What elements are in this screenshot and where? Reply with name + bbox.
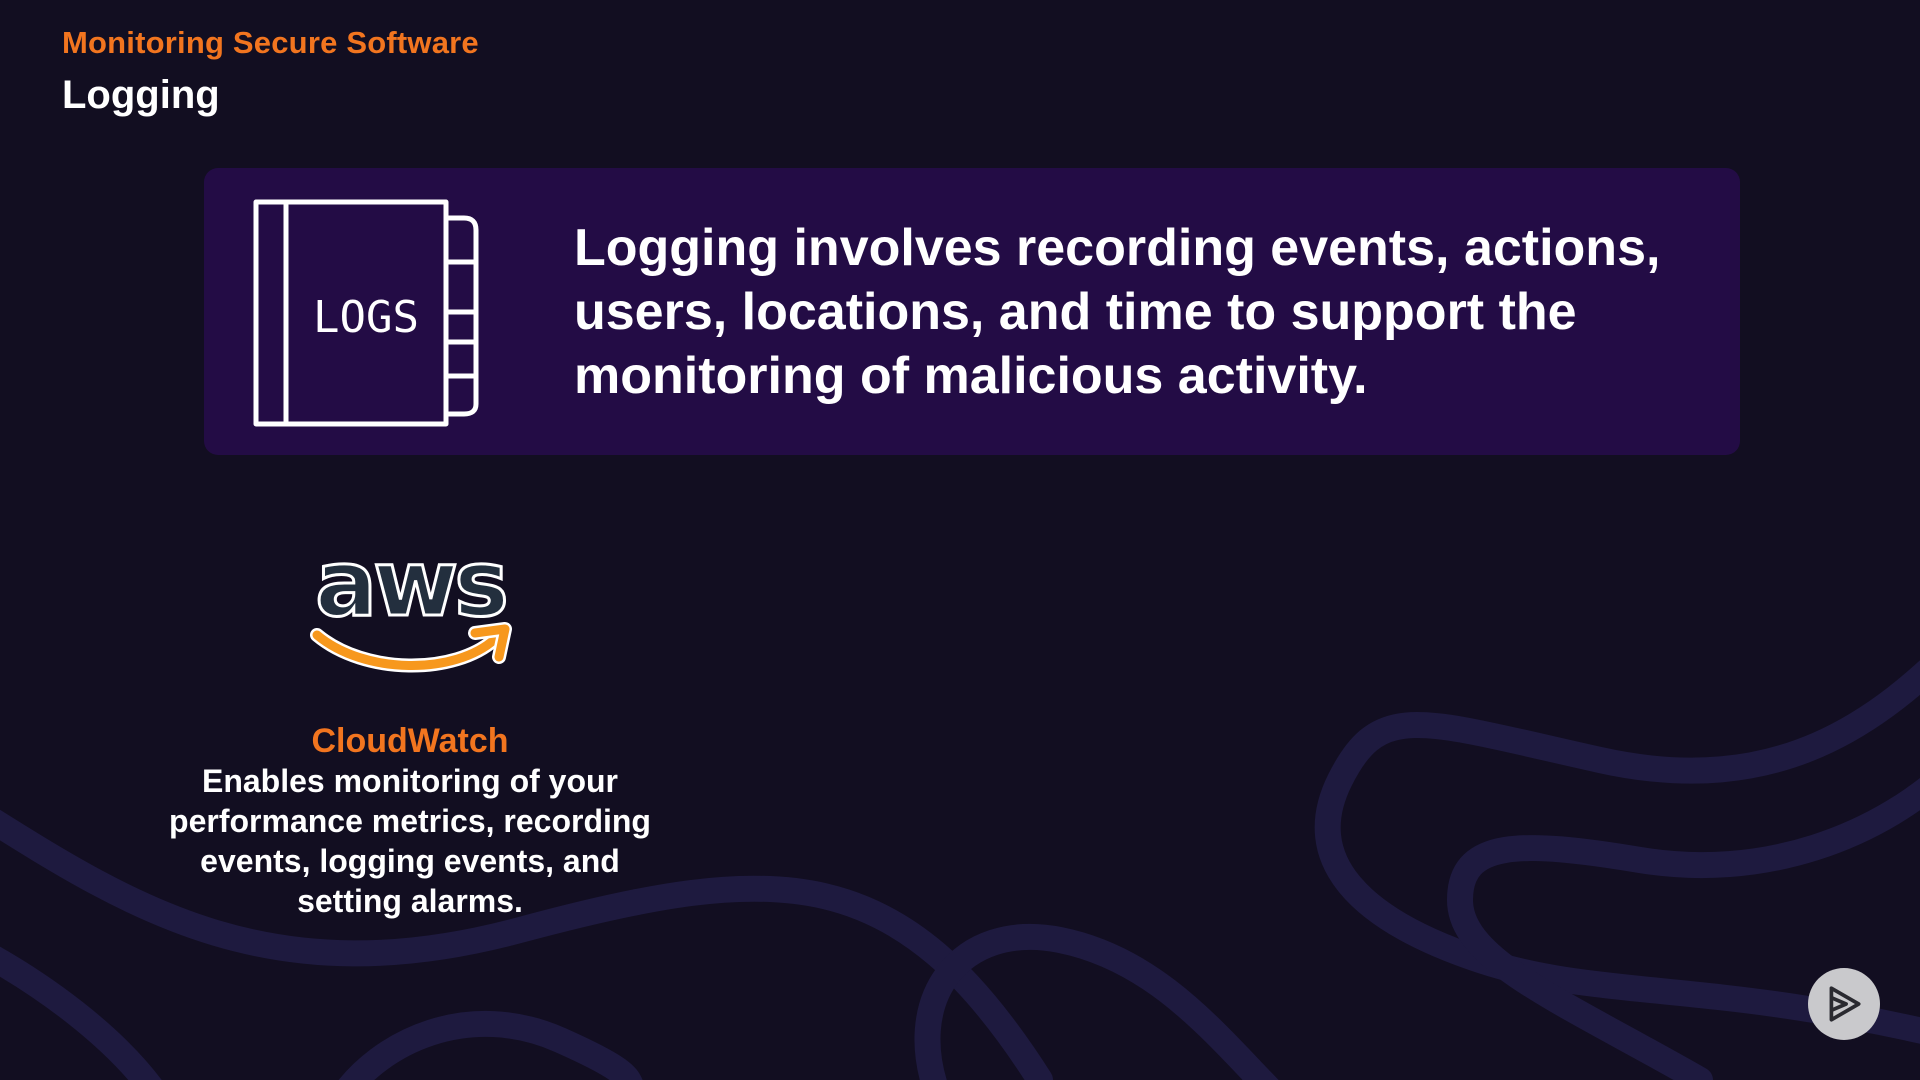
aws-logo: aws bbox=[310, 535, 512, 673]
aws-logo-text: aws bbox=[315, 535, 505, 637]
definition-text: Logging involves recording events, actio… bbox=[574, 219, 1661, 405]
slide-header: Monitoring Secure Software Logging bbox=[62, 22, 479, 122]
service-description: Enables monitoring of your performance m… bbox=[169, 763, 651, 919]
play-icon bbox=[1829, 986, 1861, 1022]
logs-icon-label: LOGS bbox=[313, 292, 419, 343]
service-name: CloudWatch bbox=[311, 722, 509, 760]
play-badge[interactable] bbox=[1808, 968, 1880, 1040]
course-title: Monitoring Secure Software bbox=[62, 25, 479, 60]
book-icon: LOGS bbox=[253, 199, 479, 427]
section-title: Logging bbox=[62, 73, 220, 117]
definition-card: LOGS Logging involves recording events, … bbox=[204, 168, 1740, 455]
service-block: aws CloudWatch Enables monitoring of you… bbox=[150, 535, 670, 921]
